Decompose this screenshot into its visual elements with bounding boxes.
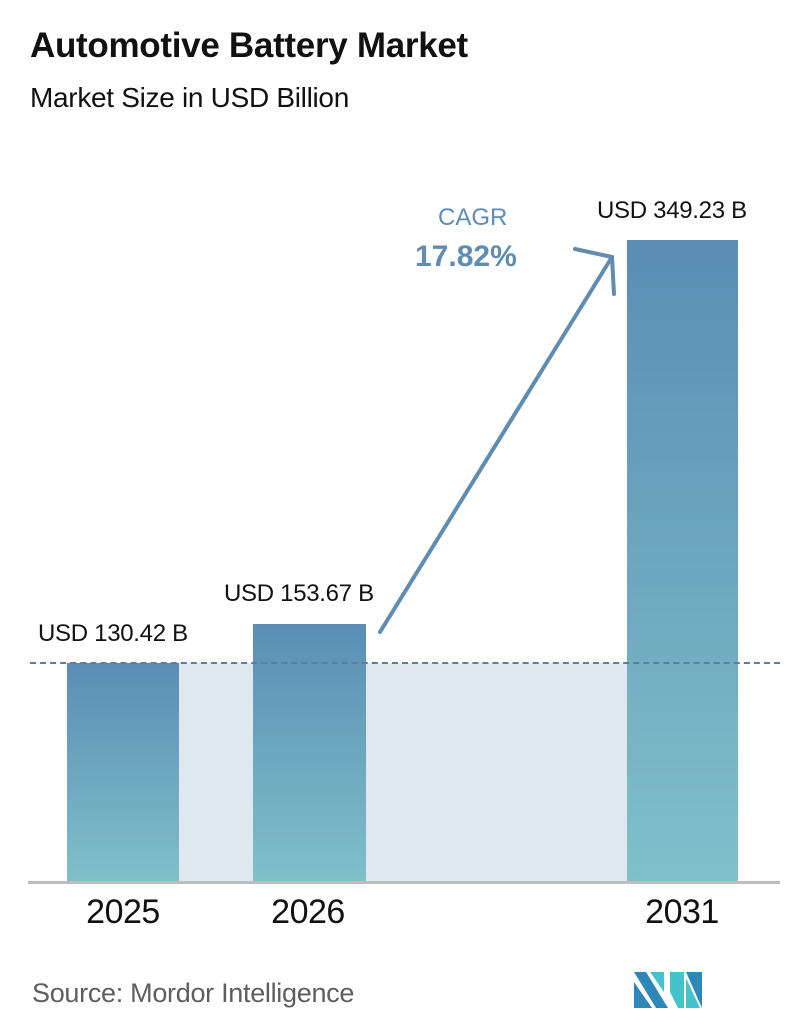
value-label-2031: USD 349.23 B (597, 197, 747, 224)
bar-2025 (67, 663, 179, 882)
source-text: Source: Mordor Intelligence (32, 978, 355, 1008)
value-label-2026: USD 153.67 B (224, 580, 374, 607)
cagr-value: 17.82% (415, 240, 517, 273)
value-label-2025: USD 130.42 B (38, 620, 188, 647)
reference-dashed-line (30, 662, 780, 664)
chart-subtitle: Market Size in USD Billion (30, 82, 349, 113)
x-tick-2026: 2026 (271, 893, 345, 931)
x-tick-2031: 2031 (645, 893, 719, 931)
cagr-label: CAGR (438, 204, 508, 231)
chart-title: Automotive Battery Market (30, 26, 468, 65)
x-axis-baseline (28, 881, 780, 884)
bar-2026 (253, 624, 366, 882)
bar-2031 (627, 240, 738, 882)
mordor-intelligence-logo-icon (634, 972, 702, 1008)
x-tick-2025: 2025 (86, 893, 160, 931)
